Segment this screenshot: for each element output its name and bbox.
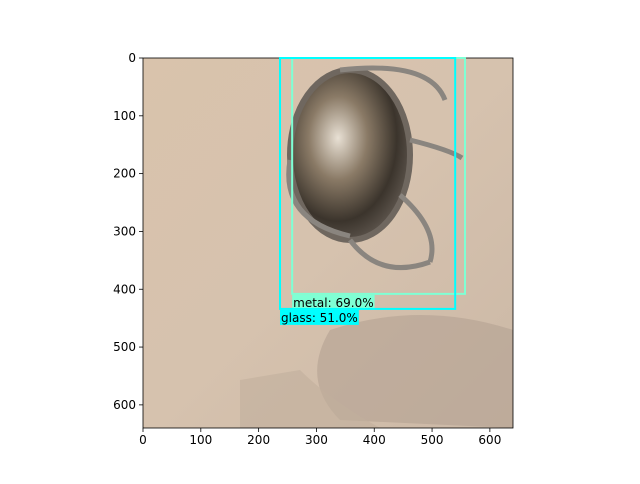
x-tick-label: 100 — [189, 433, 212, 447]
x-tick-label: 500 — [421, 433, 444, 447]
box-label: metal: 69.0% — [293, 296, 373, 310]
x-tick-label: 200 — [247, 433, 270, 447]
label-background — [280, 309, 359, 325]
y-tick-label: 400 — [113, 282, 136, 296]
y-tick-label: 500 — [113, 340, 136, 354]
box-label: glass: 51.0% — [281, 311, 358, 325]
x-tick-label: 400 — [363, 433, 386, 447]
label-background — [292, 294, 375, 310]
y-tick-label: 0 — [128, 51, 136, 65]
y-tick-label: 300 — [113, 224, 136, 238]
y-tick-label: 100 — [113, 109, 136, 123]
x-tick-label: 600 — [478, 433, 501, 447]
y-tick-label: 200 — [113, 167, 136, 181]
x-tick-label: 0 — [139, 433, 147, 447]
bounding-box — [279, 57, 457, 310]
x-tick-label: 300 — [305, 433, 328, 447]
photo — [143, 58, 513, 428]
y-tick-label: 600 — [113, 398, 136, 412]
